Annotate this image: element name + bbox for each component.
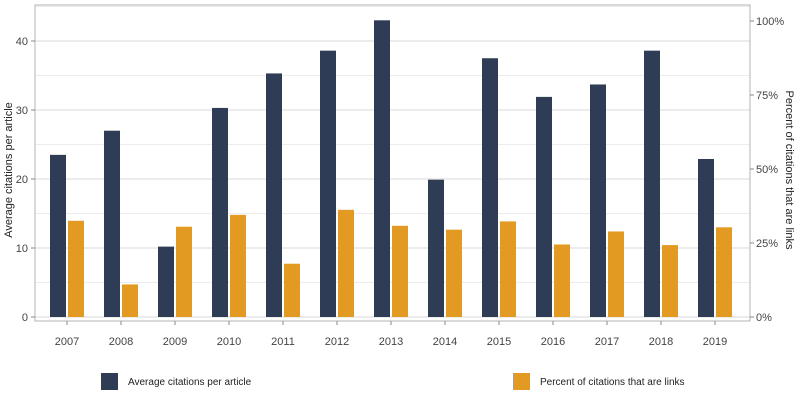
bar-average-citations-2009	[158, 246, 174, 317]
y-axis-right-title: Percent of citations that are links	[783, 91, 795, 250]
bar-average-citations-2013	[374, 20, 390, 318]
bar-percent-links-2019	[716, 227, 732, 317]
bars	[50, 20, 732, 318]
x-tick-label: 2011	[271, 336, 295, 348]
bar-percent-links-2011	[284, 263, 300, 317]
y-left-tick-label: 40	[16, 36, 28, 48]
plot-border	[34, 4, 751, 322]
x-tick-label: 2019	[703, 336, 727, 348]
x-tick-label: 2017	[595, 336, 619, 348]
x-tick-label: 2010	[217, 336, 241, 348]
y-left-tick-label: 0	[22, 312, 28, 324]
legend-label-average-citations: Average citations per article	[128, 377, 252, 388]
x-tick-label: 2018	[649, 336, 673, 348]
bar-average-citations-2008	[104, 130, 120, 317]
bar-average-citations-2016	[536, 96, 552, 317]
y-right-tick-label: 75%	[756, 90, 778, 102]
y-axis-left-ticks: 0 10 20 30 40	[16, 36, 35, 324]
y-axis-left-title: Average citations per article	[3, 102, 15, 238]
legend-swatch-percent-links	[513, 373, 530, 390]
bar-percent-links-2017	[608, 231, 624, 317]
legend: Average citations per article Percent of…	[101, 373, 685, 390]
bar-average-citations-2012	[320, 50, 336, 317]
y-right-tick-label: 0%	[756, 312, 772, 324]
x-tick-label: 2007	[55, 336, 79, 348]
bar-average-citations-2014	[428, 179, 444, 317]
x-tick-label: 2012	[325, 336, 349, 348]
y-left-tick-label: 20	[16, 174, 28, 186]
y-right-tick-label: 50%	[756, 164, 778, 176]
x-tick-label: 2014	[433, 336, 457, 348]
x-tick-label: 2008	[109, 336, 133, 348]
x-tick-label: 2013	[379, 336, 403, 348]
bar-percent-links-2013	[392, 225, 408, 317]
bar-percent-links-2012	[338, 209, 354, 317]
bar-average-citations-2010	[212, 107, 228, 318]
bar-percent-links-2010	[230, 214, 246, 317]
bar-average-citations-2007	[50, 154, 66, 317]
x-tick-label: 2016	[541, 336, 565, 348]
x-tick-label: 2015	[487, 336, 511, 348]
bar-percent-links-2009	[176, 226, 192, 317]
y-right-tick-label: 100%	[756, 16, 784, 28]
bar-average-citations-2019	[698, 158, 714, 317]
bar-percent-links-2008	[122, 284, 138, 317]
bar-percent-links-2016	[554, 244, 570, 317]
bar-percent-links-2007	[68, 220, 84, 317]
legend-swatch-average-citations	[101, 373, 118, 390]
gridlines	[35, 6, 750, 318]
x-axis-ticks: 2007 2008 2009 2010 2011 2012 2013 2014 2015 2016…	[55, 321, 727, 348]
y-axis-right-ticks: 0% 25% 50% 75% 100%	[750, 16, 784, 324]
bar-average-citations-2017	[590, 84, 606, 317]
y-left-tick-label: 30	[16, 105, 28, 117]
bar-average-citations-2018	[644, 50, 660, 317]
bar-percent-links-2018	[662, 245, 678, 317]
bar-average-citations-2011	[266, 73, 282, 318]
legend-label-percent-links: Percent of citations that are links	[540, 377, 685, 388]
x-tick-label: 2009	[163, 336, 187, 348]
bar-percent-links-2015	[500, 221, 516, 317]
bar-percent-links-2014	[446, 229, 462, 317]
y-right-tick-label: 25%	[756, 238, 778, 250]
bar-average-citations-2015	[482, 58, 498, 317]
y-left-tick-label: 10	[16, 243, 28, 255]
